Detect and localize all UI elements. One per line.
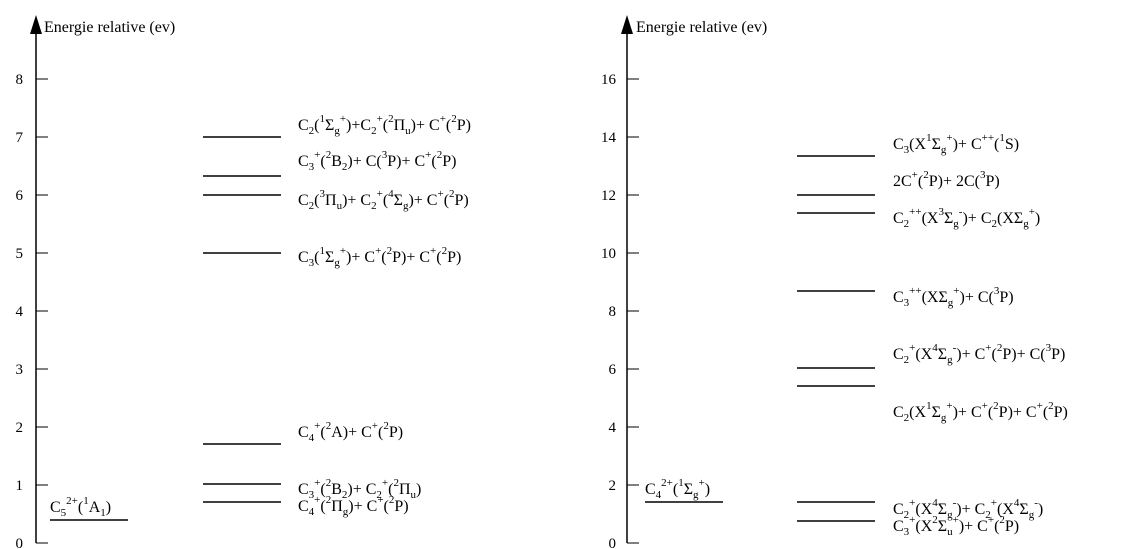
tick-label-right-3: 6 [609, 362, 617, 378]
reference-label-right: C42+(1Σg+) [645, 477, 710, 501]
tick-label-right-5: 10 [601, 246, 616, 262]
tick-label-left-7: 7 [16, 130, 24, 146]
level-label-left-3: C3(1Σg+)+ C+(2P)+ C+(2P) [298, 245, 461, 269]
level-label-right-4: C3++(XΣg+)+ C(3P) [893, 285, 1014, 309]
level-label-left-4: C2(3Πu)+ C2+(4Σg)+ C+(2P) [298, 188, 469, 212]
tick-label-left-3: 3 [16, 362, 24, 378]
level-label-left-6: C2(1Σg+)+C2+(2Πu)+ C+(2P) [298, 113, 471, 137]
tick-label-left-5: 5 [16, 246, 24, 262]
tick-label-right-7: 14 [601, 130, 617, 146]
tick-label-right-8: 16 [601, 72, 617, 88]
tick-label-left-0: 0 [16, 536, 24, 549]
tick-label-right-1: 2 [609, 478, 617, 494]
y-axis-title-left: Energie relative (ev) [44, 19, 175, 36]
tick-label-left-8: 8 [16, 72, 24, 88]
tick-label-left-2: 2 [16, 420, 24, 436]
level-label-left-5: C3+(2B2)+ C(3P)+ C+(2P) [298, 149, 456, 173]
tick-label-left-4: 4 [16, 304, 24, 320]
y-axis-arrow-right [621, 15, 633, 34]
y-axis-arrow-left [30, 15, 42, 34]
level-label-right-7: C3(X1Σg+)+ C++(1S) [893, 132, 1019, 156]
panel-left: Energie relative (ev) 0 1 2 3 4 5 6 7 8 … [16, 15, 471, 549]
reference-label-left: C52+(1A1) [50, 495, 111, 519]
tick-label-right-2: 4 [609, 420, 617, 436]
tick-label-right-6: 12 [601, 188, 616, 204]
y-ticks-left: 0 1 2 3 4 5 6 7 8 [16, 72, 48, 549]
panel-right: Energie relative (ev) 0 2 4 6 8 10 12 14… [601, 15, 1068, 549]
level-label-right-2: C2(X1Σg+)+ C+(2P)+ C+(2P) [893, 400, 1068, 424]
tick-label-left-1: 1 [16, 478, 24, 494]
y-ticks-right: 0 2 4 6 8 10 12 14 16 [601, 72, 639, 549]
level-label-right-1: C2+(X4Σg-)+ C2+(X4Σg-) [893, 497, 1043, 521]
tick-label-right-4: 8 [609, 304, 617, 320]
level-label-right-6: 2C+(2P)+ 2C(3P) [893, 169, 1000, 190]
level-label-left-2: C4+(2A)+ C+(2P) [298, 420, 403, 444]
level-label-right-3: C2+(X4Σg-)+ C+(2P)+ C(3P) [893, 342, 1065, 366]
tick-label-right-0: 0 [609, 536, 617, 549]
tick-label-left-6: 6 [16, 188, 24, 204]
level-label-right-5: C2++(X3Σg-)+ C2(XΣg+) [893, 206, 1040, 230]
y-axis-title-right: Energie relative (ev) [636, 19, 767, 36]
